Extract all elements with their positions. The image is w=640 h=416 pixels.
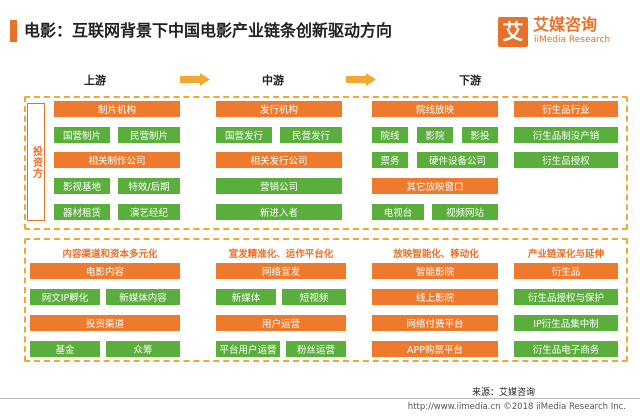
derivatives-header: 衍生品行业: [514, 101, 618, 117]
chain-item: 国营制片: [54, 127, 110, 143]
distribution-header: 发行机构: [216, 101, 342, 117]
source-note: 来源：艾媒咨询: [472, 388, 536, 398]
footer-text: http://www.iimedia.cn ©2018 iiMedia Rese…: [0, 398, 640, 416]
production-related-header: 相关制作公司: [54, 152, 180, 168]
chain-item: 票务: [372, 152, 408, 168]
innovation-header: 智能影院: [372, 263, 498, 279]
industry-chain-frame: [24, 96, 628, 230]
title-accent-bar: [10, 20, 17, 42]
chain-item: 电视台: [372, 204, 424, 220]
logo-mark: 艾: [498, 17, 528, 47]
chain-item: 视频网站: [432, 204, 498, 220]
innovation-item: 衍生品电子商务: [514, 341, 618, 357]
category-label: 产业链深化与延伸: [527, 249, 604, 260]
chain-item: 衍生品授权: [514, 152, 618, 168]
stage-midstream: 中游: [262, 74, 284, 87]
innovation-item: 粉丝运营: [286, 341, 346, 357]
innovation-header: 投资渠道: [30, 315, 180, 331]
cinema-header: 院线放映: [372, 101, 498, 117]
chain-item: 影投: [462, 127, 498, 143]
innovation-item: 平台用户运营: [216, 341, 280, 357]
chain-item: 衍生品制没产销: [514, 127, 618, 143]
innovation-header: APP购票平台: [372, 341, 498, 357]
page-title: 电影：互联网背景下中国电影产业链条创新驱动方向: [24, 21, 393, 40]
chain-item: 影院: [417, 127, 453, 143]
innovation-item: 短视频: [282, 289, 346, 305]
chain-item: 器材租赁: [54, 204, 110, 220]
innovation-item: 基金: [30, 341, 100, 357]
innovation-header: 网络宣发: [216, 263, 346, 279]
chain-item: 演艺经纪: [118, 204, 180, 220]
logo-name-cn: 艾媒咨询: [533, 15, 598, 34]
innovation-item: 衍生品授权与保护: [514, 289, 618, 305]
chain-item: 特效/后期: [118, 178, 180, 194]
arrow-right-icon: [180, 73, 210, 86]
stage-upstream: 上游: [84, 74, 106, 87]
chain-item: 新进入者: [216, 204, 342, 220]
chain-item: 国营发行: [216, 127, 272, 143]
logo-name-en: iiMedia Research: [534, 35, 611, 45]
innovation-header: 用户运营: [216, 315, 346, 331]
other-windows-header: 其它放映窗口: [372, 178, 498, 194]
investor-label: 投资方: [27, 103, 45, 221]
category-label: 内容渠道和资本多元化: [62, 249, 158, 260]
arrow-right-icon: [346, 73, 376, 86]
innovation-header: 衍生品: [514, 263, 618, 279]
chain-item: 硬件设备公司: [417, 152, 498, 168]
chain-item: 营销公司: [216, 178, 342, 194]
innovation-item: 新媒体: [216, 289, 276, 305]
chain-item: 民营发行: [280, 127, 342, 143]
chain-item: 院线: [372, 127, 408, 143]
category-label: 放映智能化、移动化: [393, 249, 479, 260]
distribution-related-header: 相关发行公司: [216, 152, 342, 168]
chain-item: 影视基地: [54, 178, 110, 194]
innovation-frame: [24, 238, 628, 362]
chain-item: 民营制片: [118, 127, 180, 143]
innovation-item: 众筹: [106, 341, 180, 357]
stage-downstream: 下游: [459, 74, 481, 87]
production-header: 制片机构: [54, 101, 180, 117]
innovation-header: 网络付费平台: [372, 315, 498, 331]
innovation-header: 线上影院: [372, 289, 498, 305]
innovation-item: IP衍生品集中制: [514, 315, 618, 331]
category-label: 宣发精准化、运作平台化: [228, 249, 334, 260]
innovation-item: 网文IP孵化: [30, 289, 100, 305]
innovation-item: 新媒体内容: [106, 289, 180, 305]
innovation-header: 电影内容: [30, 263, 180, 279]
